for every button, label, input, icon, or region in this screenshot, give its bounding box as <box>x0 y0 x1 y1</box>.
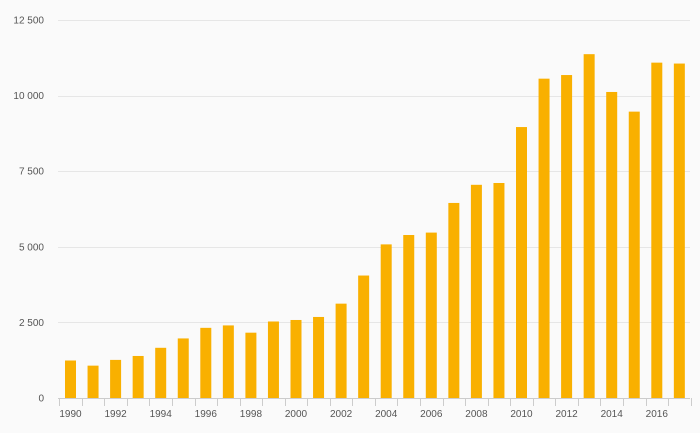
y-tick-label: 7 500 <box>19 167 44 178</box>
bar-2016 <box>651 62 663 398</box>
x-tick-label: 1994 <box>150 409 173 420</box>
x-tick-label: 2000 <box>285 409 308 420</box>
bar-2000 <box>290 319 302 398</box>
bar-2001 <box>313 316 325 398</box>
y-tick-label: 2 500 <box>19 318 44 329</box>
x-tick-label: 1996 <box>195 409 218 420</box>
x-tick-label: 2012 <box>555 409 578 420</box>
x-tick-label: 2010 <box>510 409 533 420</box>
bar-2007 <box>448 202 460 398</box>
x-tick-label: 1992 <box>104 409 127 420</box>
bar-2010 <box>516 127 527 399</box>
bar-1993 <box>132 355 144 398</box>
bar-2017 <box>673 63 685 399</box>
bar-1990 <box>65 360 76 398</box>
x-tick-label: 2006 <box>420 409 443 420</box>
bar-1992 <box>110 359 122 398</box>
y-tick-label: 5 000 <box>19 242 44 253</box>
bar-2002 <box>335 303 347 398</box>
bar-2004 <box>380 244 392 398</box>
x-tick-label: 2002 <box>330 409 353 420</box>
bar-2011 <box>538 78 550 399</box>
y-axis-labels: 0 2 500 5 000 7 500 10 000 12 500 <box>13 16 44 405</box>
x-tick-label: 2008 <box>465 409 488 420</box>
bar-2014 <box>606 91 618 398</box>
grid-lines <box>58 20 690 323</box>
x-tick-label: 1998 <box>240 409 263 420</box>
bar-2012 <box>561 75 573 398</box>
x-axis-labels: 1990 1992 1994 1996 1998 2000 2002 2004 2006 2008… <box>59 409 668 420</box>
y-tick-label: 12 500 <box>13 16 44 27</box>
bar-1994 <box>155 347 167 398</box>
bar-1996 <box>200 327 212 398</box>
x-tick-label: 2004 <box>375 409 398 420</box>
bar-1999 <box>267 321 279 398</box>
bar-2003 <box>358 275 370 398</box>
x-tick-label: 2016 <box>646 409 669 420</box>
bar-2008 <box>470 184 482 398</box>
x-axis <box>58 398 692 406</box>
bar-1998 <box>245 332 257 398</box>
y-tick-label: 0 <box>38 394 44 405</box>
x-tick-label: 1990 <box>59 409 82 420</box>
bar-2006 <box>425 232 437 398</box>
bar-1995 <box>177 338 189 398</box>
bar-2013 <box>583 54 595 399</box>
bar-2015 <box>628 111 640 398</box>
bars <box>65 54 685 399</box>
bar-1997 <box>222 325 234 398</box>
bar-2009 <box>493 182 505 398</box>
bar-2005 <box>403 235 415 398</box>
bar-1991 <box>87 365 99 398</box>
x-tick-label: 2014 <box>601 409 624 420</box>
y-tick-label: 10 000 <box>13 91 44 102</box>
